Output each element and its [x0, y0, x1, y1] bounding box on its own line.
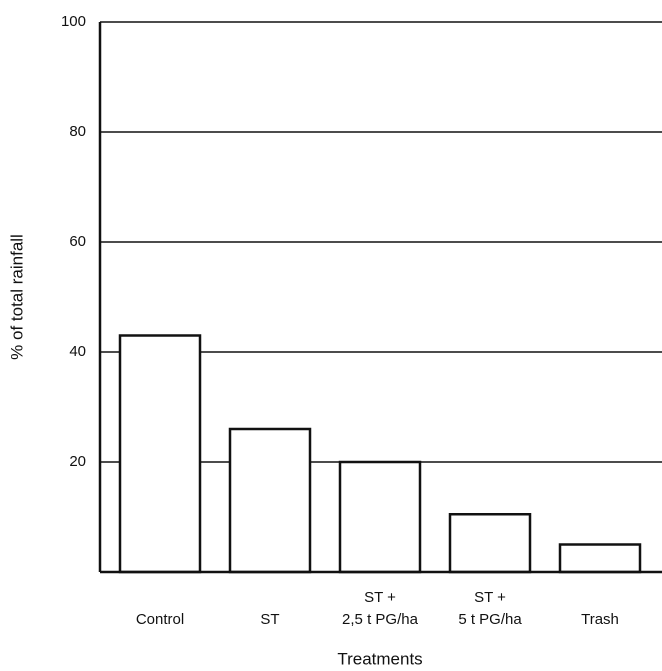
- y-tick-label: 40: [69, 343, 86, 360]
- y-tick-label: 20: [69, 453, 86, 470]
- x-tick-label: Control: [136, 611, 184, 628]
- y-tick-label: 100: [61, 13, 86, 30]
- y-tick-label: 60: [69, 233, 86, 250]
- y-tick-label: 80: [69, 123, 86, 140]
- bar: [228, 427, 312, 574]
- x-tick-label: ST: [260, 611, 279, 628]
- bar: [558, 543, 642, 574]
- x-tick-label: ST +2,5 t PG/ha: [342, 589, 419, 628]
- x-axis-title: Treatments: [337, 649, 422, 668]
- x-tick-label: ST +5 t PG/ha: [458, 589, 522, 628]
- bar: [338, 460, 422, 574]
- y-axis-title: % of total rainfall: [7, 234, 26, 360]
- bar: [448, 513, 532, 574]
- x-tick-label: Trash: [581, 611, 619, 628]
- bar: [118, 334, 202, 574]
